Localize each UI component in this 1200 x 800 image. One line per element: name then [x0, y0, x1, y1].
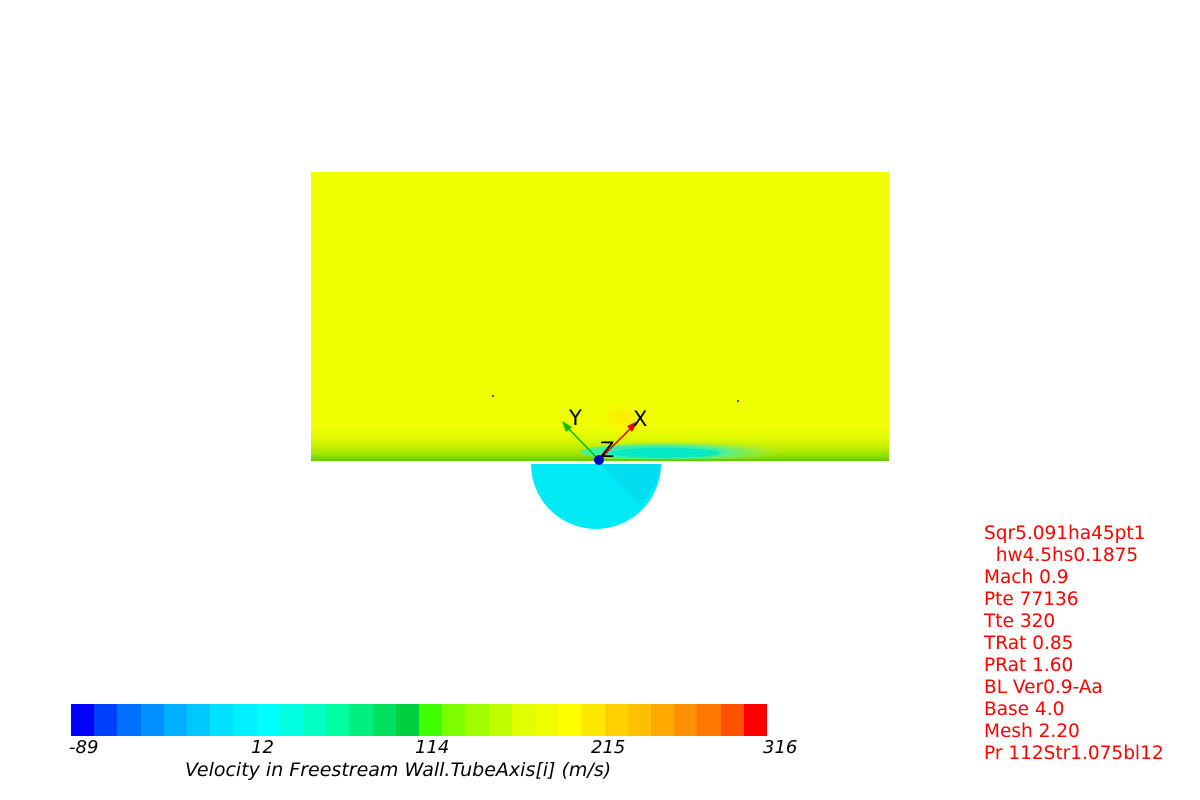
colorbar-swatch	[674, 704, 698, 736]
colorbar-tick-label: 316	[763, 737, 798, 758]
colorbar-swatch	[743, 704, 768, 736]
colorbar-swatch	[187, 704, 211, 736]
colorbar-swatch	[256, 704, 280, 736]
colorbar-swatch	[233, 704, 257, 736]
colorbar-swatch	[210, 704, 234, 736]
colorbar-tick-label: 215	[591, 737, 626, 758]
colorbar-swatch	[558, 704, 582, 736]
colorbar-swatch	[349, 704, 373, 736]
param-line: hw4.5hs0.1875	[984, 545, 1139, 566]
x-axis-arrow	[598, 424, 635, 461]
z-axis-label: Z	[600, 438, 614, 462]
colorbar-swatch	[372, 704, 396, 736]
param-line: TRat 0.85	[984, 633, 1074, 654]
colorbar-legend	[71, 704, 768, 736]
colorbar-swatch	[395, 704, 420, 736]
colorbar-swatch	[71, 704, 95, 736]
colorbar-tick-label: 114	[415, 737, 450, 758]
colorbar-swatch	[465, 704, 489, 736]
colorbar-title: Velocity in Freestream Wall.TubeAxis[i] …	[185, 759, 612, 781]
mesh-speck	[492, 395, 494, 397]
y-axis-label: Y	[568, 406, 582, 430]
param-line: Mach 0.9	[984, 567, 1069, 588]
colorbar-swatch	[627, 704, 652, 736]
wake-core	[610, 448, 720, 458]
mesh-speck	[737, 400, 739, 402]
axis-triad[interactable]: Y X Z	[562, 406, 647, 465]
colorbar-tick-label: -89	[69, 737, 99, 758]
colorbar-swatch	[604, 704, 628, 736]
colorbar-swatch	[140, 704, 164, 736]
cavity-shade	[600, 464, 661, 505]
param-line: Pte 77136	[984, 589, 1079, 610]
colorbar-tick-label: 12	[251, 737, 274, 758]
colorbar-swatch	[303, 704, 327, 736]
colorbar-swatch	[117, 704, 141, 736]
colorbar-swatch	[720, 704, 744, 736]
colorbar-swatch	[535, 704, 559, 736]
colorbar-swatch	[94, 704, 118, 736]
z-axis-origin	[594, 455, 604, 465]
x-axis-arrowhead	[627, 421, 638, 432]
param-line: Base 4.0	[984, 699, 1065, 720]
colorbar-swatch	[163, 704, 188, 736]
colorbar-swatch	[511, 704, 536, 736]
x-axis-label: X	[633, 407, 647, 431]
hotspot-region	[596, 398, 648, 438]
param-line: Sqr5.091ha45pt1	[984, 523, 1146, 544]
colorbar-swatch	[279, 704, 304, 736]
colorbar-swatch	[326, 704, 350, 736]
colorbar-swatch	[651, 704, 675, 736]
colorbar-swatch	[419, 704, 443, 736]
colorbar-swatch	[442, 704, 466, 736]
colorbar-swatch	[581, 704, 605, 736]
case-parameters: Sqr5.091ha45pt1 hw4.5hs0.1875 Mach 0.9 P…	[984, 523, 1164, 765]
param-line: Mesh 2.20	[984, 721, 1080, 742]
param-line: Pr 112Str1.075bl12	[984, 743, 1164, 764]
param-line: PRat 1.60	[984, 655, 1074, 676]
param-line: Tte 320	[984, 611, 1056, 632]
colorbar-swatch	[488, 704, 512, 736]
y-axis-arrowhead	[562, 421, 572, 432]
param-line: BL Ver0.9-Aa	[984, 677, 1103, 698]
y-axis-arrow	[564, 424, 600, 461]
colorbar-swatch	[697, 704, 721, 736]
